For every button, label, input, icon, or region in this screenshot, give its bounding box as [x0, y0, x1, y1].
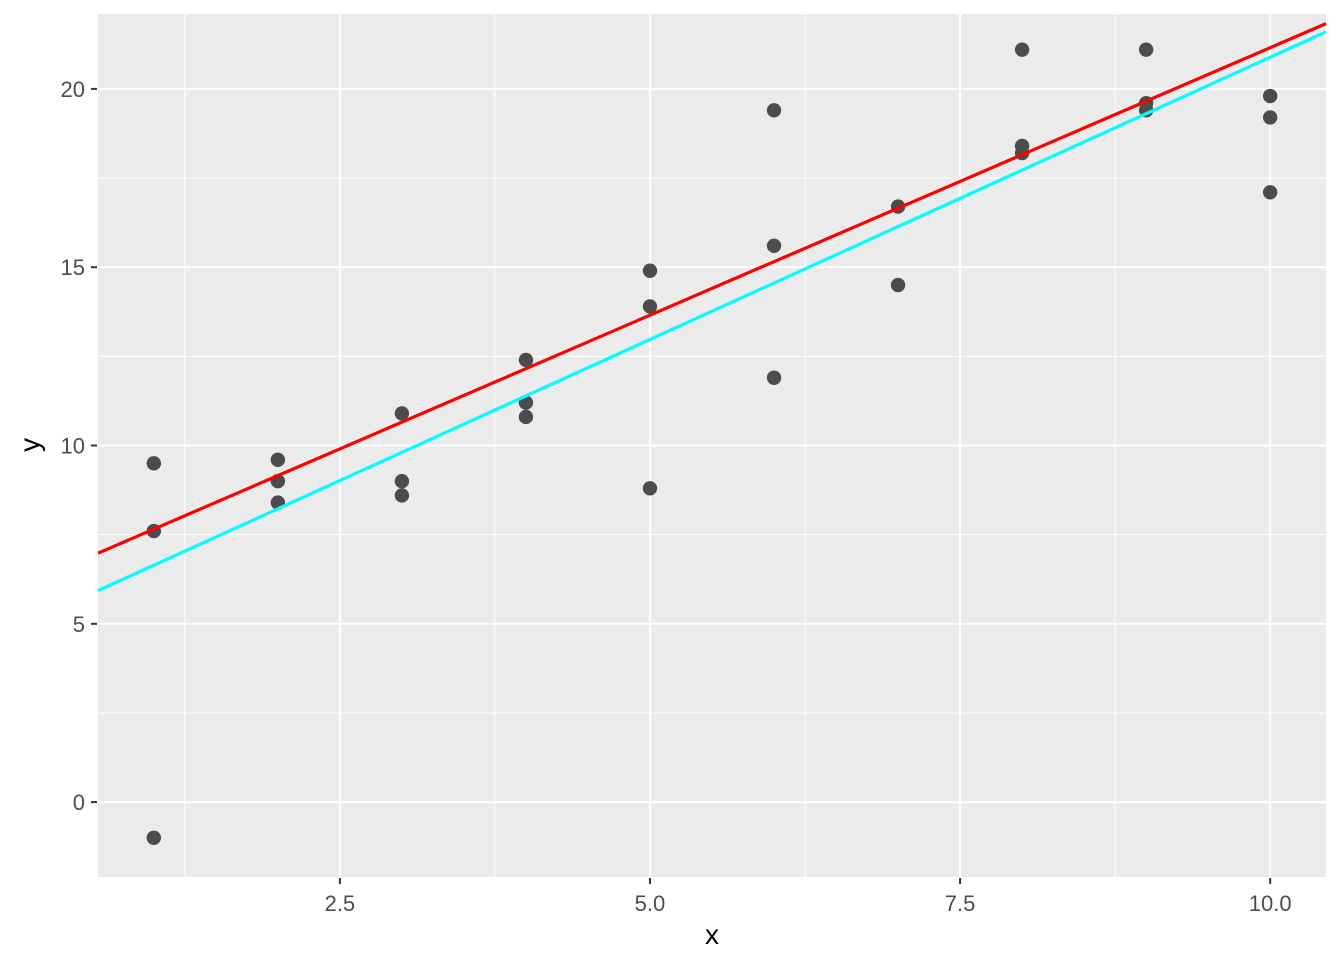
y-tick-label: 15 [61, 255, 85, 280]
data-point [642, 481, 658, 496]
x-axis-title: x [705, 919, 719, 950]
y-tick-label: 20 [61, 77, 85, 102]
data-point [1262, 110, 1278, 125]
data-point [642, 263, 658, 278]
data-point [394, 473, 410, 489]
x-tick-label: 5.0 [635, 891, 666, 916]
data-point [766, 103, 782, 118]
y-tick-label: 0 [73, 790, 85, 815]
y-tick-label: 5 [73, 612, 85, 637]
data-point [1014, 42, 1030, 57]
red-fit-line [97, 22, 1327, 555]
data-point [518, 352, 534, 368]
data-point [1262, 88, 1278, 104]
data-point [766, 370, 782, 385]
data-point [1138, 42, 1154, 57]
cyan-fit-line [97, 30, 1327, 593]
x-tick-label: 10.0 [1249, 891, 1292, 916]
x-tick-label: 2.5 [325, 891, 356, 916]
data-point [642, 299, 658, 314]
data-point [270, 452, 286, 467]
y-axis-title: y [14, 438, 45, 452]
data-point [1262, 185, 1278, 200]
data-point [146, 830, 162, 845]
data-point [146, 456, 162, 471]
y-tick-label: 10 [61, 434, 85, 459]
data-point [518, 409, 534, 425]
data-point [890, 277, 906, 293]
data-point [394, 406, 410, 421]
data-point [394, 488, 410, 503]
x-tick-label: 7.5 [945, 891, 976, 916]
data-point [766, 238, 782, 253]
